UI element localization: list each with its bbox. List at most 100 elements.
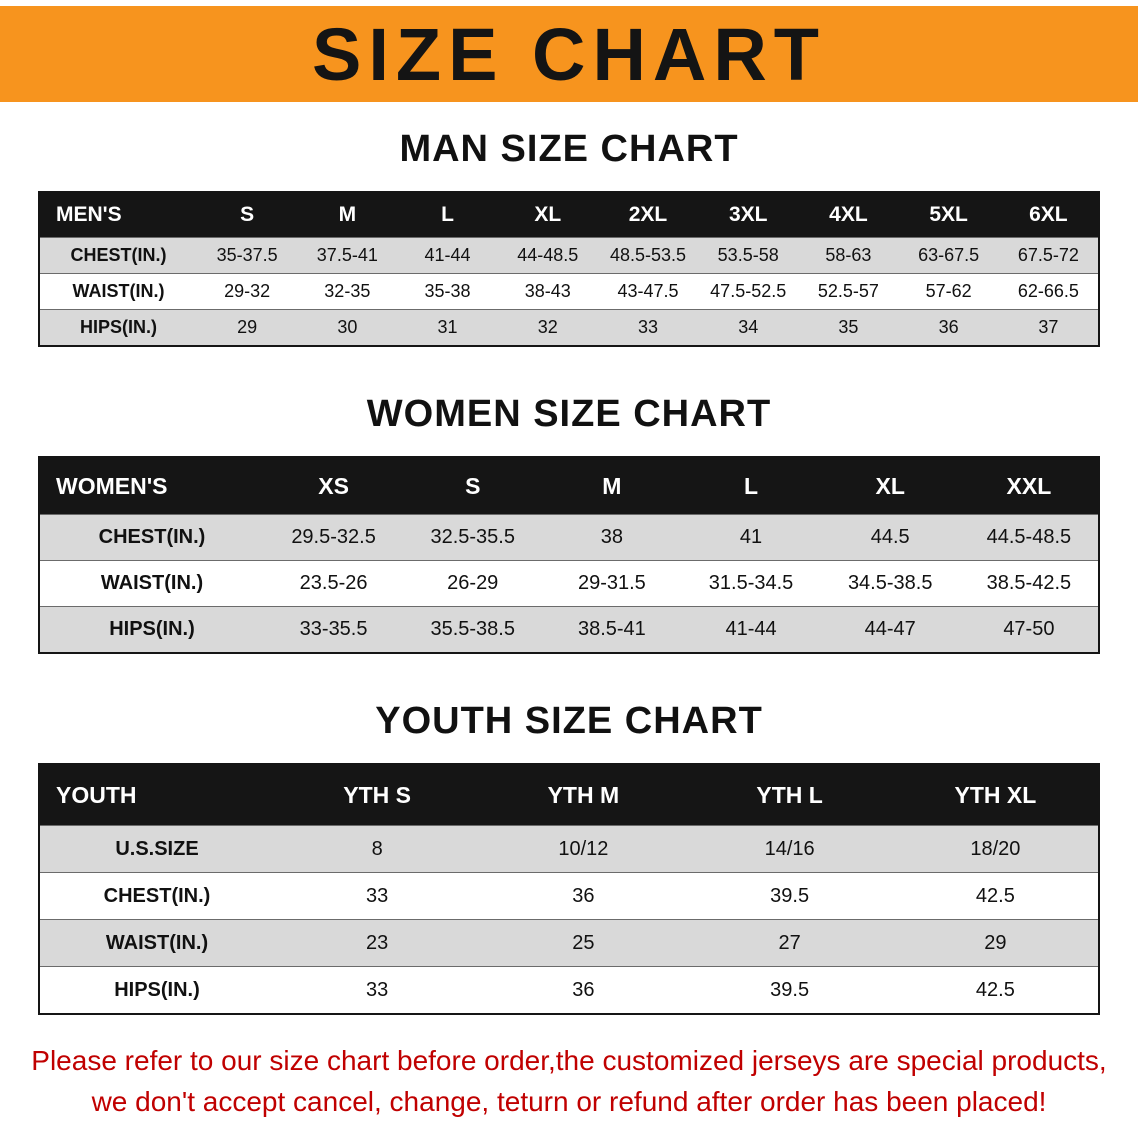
table-row: WAIST(IN.) 23.5-26 26-29 29-31.5 31.5-34.5 34… (39, 560, 1099, 607)
size-value-cell: 42.5 (892, 966, 1099, 1014)
table-category-label: YOUTH (56, 781, 137, 808)
size-value-cell: 33 (274, 966, 481, 1014)
banner-title: SIZE CHART (312, 12, 826, 96)
size-column-header: M (602, 472, 622, 499)
size-value-cell: 35 (798, 309, 899, 346)
size-value-cell: 57-62 (898, 273, 999, 310)
size-value-cell: 41-44 (681, 606, 821, 653)
table-row: HIPS(IN.) 33-35.5 35.5-38.5 38.5-41 41-44 44-… (39, 606, 1099, 653)
size-value-cell: 38.5-42.5 (959, 560, 1099, 607)
size-value-cell: 30 (297, 309, 398, 346)
size-column-header: XL (875, 472, 905, 499)
youth-size-table: YOUTH YTH S YTH M YTH L YTH XL U.S.SIZE 8 10/12… (38, 763, 1100, 1015)
size-value-cell: 33-35.5 (264, 606, 404, 653)
size-value-cell: 35.5-38.5 (403, 606, 543, 653)
size-value-cell: 37 (998, 309, 1099, 346)
size-value-cell: 44.5 (820, 514, 960, 561)
size-value-cell: 42.5 (892, 872, 1099, 920)
table-row: HIPS(IN.) 29 30 31 32 33 34 35 36 37 (39, 309, 1099, 346)
size-value-cell: 23 (274, 919, 481, 967)
size-column-header: YTH L (756, 781, 823, 808)
size-value-cell: 52.5-57 (798, 273, 899, 310)
men-size-section: MAN SIZE CHART MEN'S S M L XL 2XL 3XL 4XL 5XL 6XL… (0, 128, 1138, 347)
size-column-header: YTH XL (954, 781, 1037, 808)
size-column-header: 5XL (929, 203, 968, 226)
size-value-cell: 36 (480, 872, 687, 920)
size-value-cell: 38.5-41 (542, 606, 682, 653)
measurement-label: CHEST(IN.) (39, 872, 274, 920)
size-column-header: M (338, 203, 357, 226)
table-row: CHEST(IN.) 35-37.5 37.5-41 41-44 44-48.5 48.5… (39, 237, 1099, 274)
size-value-cell: 33 (597, 309, 699, 346)
size-column-header: S (465, 472, 481, 499)
measurement-label: WAIST(IN.) (39, 560, 264, 607)
size-value-cell: 36 (898, 309, 999, 346)
size-value-cell: 37.5-41 (297, 237, 398, 274)
measurement-label: WAIST(IN.) (39, 919, 274, 967)
men-size-table: MEN'S S M L XL 2XL 3XL 4XL 5XL 6XL CHEST(IN.) 35-37… (38, 191, 1100, 347)
size-value-cell: 67.5-72 (998, 237, 1099, 274)
table-header-row: WOMEN'S XS S M L XL XXL (39, 457, 1099, 515)
size-value-cell: 29-31.5 (542, 560, 682, 607)
disclaimer-line-2: we don't accept cancel, change, teturn o… (91, 1085, 1047, 1117)
table-row: CHEST(IN.) 33 36 39.5 42.5 (39, 872, 1099, 920)
table-header-row: MEN'S S M L XL 2XL 3XL 4XL 5XL 6XL (39, 192, 1099, 238)
size-value-cell: 31 (397, 309, 498, 346)
size-value-cell: 53.5-58 (698, 237, 799, 274)
size-column-header: YTH M (547, 781, 620, 808)
size-column-header: 4XL (829, 203, 868, 226)
women-size-section: WOMEN SIZE CHART WOMEN'S XS S M L XL XXL CHEST(… (0, 393, 1138, 654)
size-value-cell: 35-37.5 (197, 237, 298, 274)
size-value-cell: 41 (681, 514, 821, 561)
measurement-label: HIPS(IN.) (39, 309, 197, 346)
size-column-header: L (744, 472, 759, 499)
size-value-cell: 48.5-53.5 (597, 237, 699, 274)
men-chart-heading: MAN SIZE CHART (399, 128, 739, 170)
size-value-cell: 14/16 (686, 825, 893, 873)
measurement-label: HIPS(IN.) (39, 966, 274, 1014)
size-value-cell: 39.5 (686, 872, 893, 920)
size-column-header: YTH S (343, 781, 411, 808)
size-value-cell: 32-35 (297, 273, 398, 310)
measurement-label: CHEST(IN.) (39, 237, 197, 274)
women-size-table: WOMEN'S XS S M L XL XXL CHEST(IN.) 29.5-32.5 32.5… (38, 456, 1100, 654)
size-value-cell: 29 (892, 919, 1099, 967)
measurement-label: U.S.SIZE (39, 825, 274, 873)
size-column-header: 2XL (628, 203, 668, 226)
size-value-cell: 10/12 (480, 825, 687, 873)
size-value-cell: 23.5-26 (264, 560, 404, 607)
size-value-cell: 31.5-34.5 (681, 560, 821, 607)
size-value-cell: 25 (480, 919, 687, 967)
size-value-cell: 29-32 (197, 273, 298, 310)
size-value-cell: 44-47 (820, 606, 960, 653)
size-value-cell: 39.5 (686, 966, 893, 1014)
measurement-label: CHEST(IN.) (39, 514, 264, 561)
size-column-header: XXL (1006, 472, 1052, 499)
size-value-cell: 34 (698, 309, 799, 346)
size-column-header: XS (318, 472, 349, 499)
size-column-header: 3XL (728, 203, 768, 226)
size-value-cell: 47-50 (959, 606, 1099, 653)
size-chart-banner: SIZE CHART (0, 6, 1138, 102)
size-value-cell: 32.5-35.5 (403, 514, 543, 561)
women-chart-heading: WOMEN SIZE CHART (366, 393, 772, 435)
size-value-cell: 44.5-48.5 (959, 514, 1099, 561)
size-value-cell: 47.5-52.5 (698, 273, 799, 310)
size-value-cell: 29.5-32.5 (264, 514, 404, 561)
size-column-header: 6XL (1029, 203, 1068, 226)
size-value-cell: 26-29 (403, 560, 543, 607)
table-row: CHEST(IN.) 29.5-32.5 32.5-35.5 38 41 44.5 44.5… (39, 514, 1099, 561)
size-column-header: L (441, 203, 454, 226)
size-value-cell: 8 (274, 825, 481, 873)
size-value-cell: 44-48.5 (497, 237, 598, 274)
size-value-cell: 27 (686, 919, 893, 967)
size-value-cell: 43-47.5 (597, 273, 699, 310)
size-value-cell: 41-44 (397, 237, 498, 274)
size-value-cell: 62-66.5 (998, 273, 1099, 310)
youth-chart-heading: YOUTH SIZE CHART (375, 700, 763, 742)
size-value-cell: 34.5-38.5 (820, 560, 960, 607)
footer-disclaimer: Please refer to our size chart before or… (0, 1041, 1138, 1122)
table-category-label: MEN'S (56, 203, 122, 226)
size-column-header: XL (534, 203, 562, 226)
